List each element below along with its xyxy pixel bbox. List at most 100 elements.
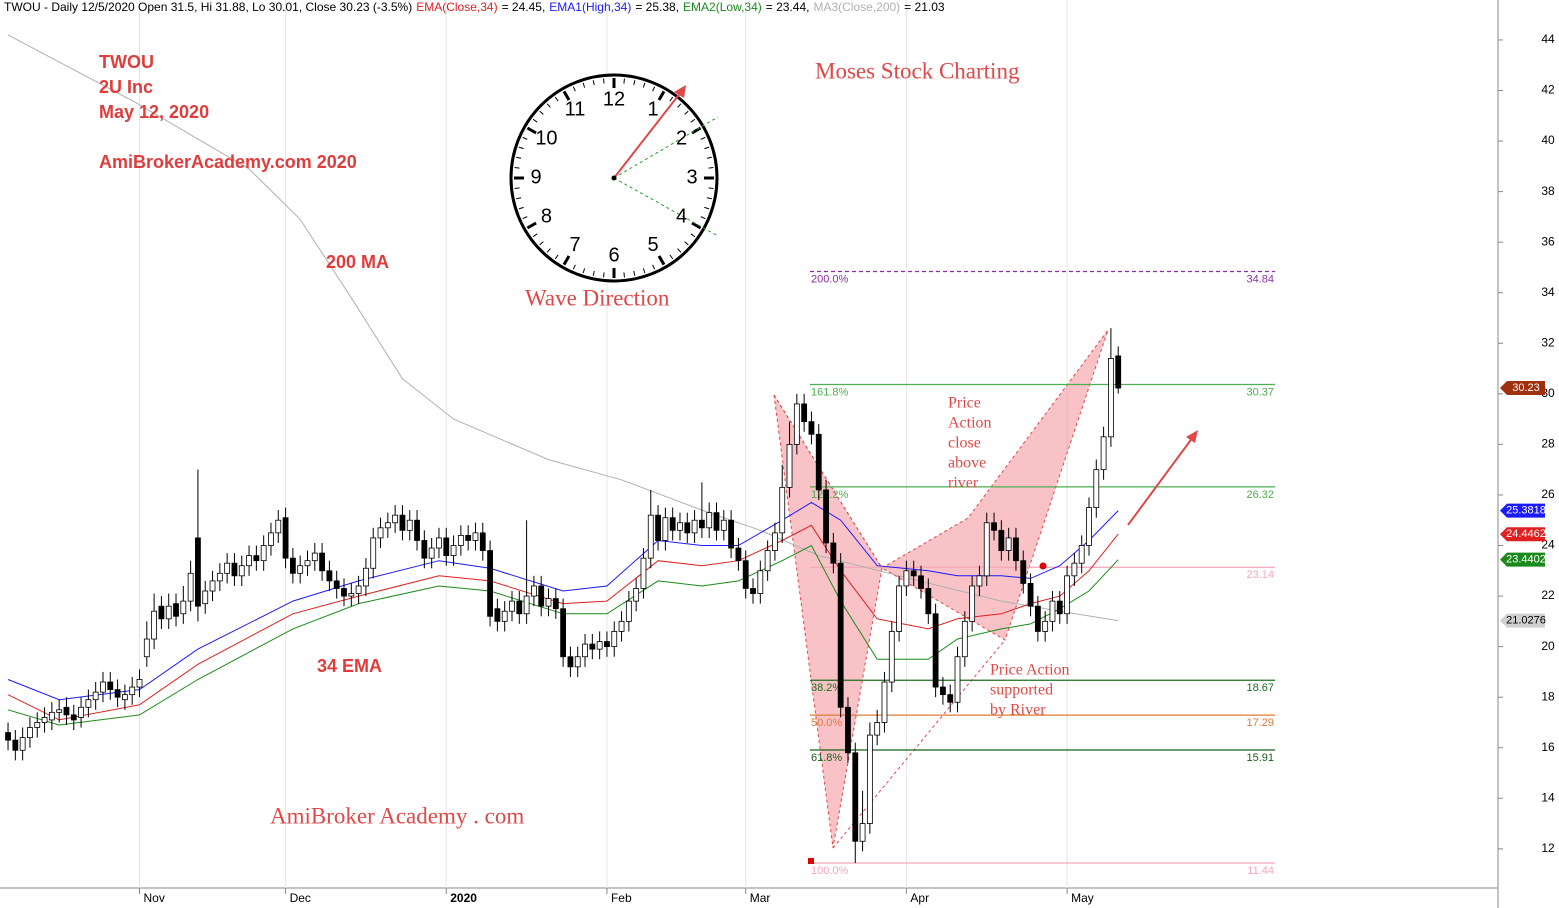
candle-body xyxy=(801,403,808,423)
clock-number: 10 xyxy=(535,127,557,149)
signal-marker xyxy=(1039,562,1047,570)
candle-body xyxy=(56,709,63,713)
clock-caption: Wave Direction xyxy=(525,285,670,310)
candle-body xyxy=(706,512,713,529)
clock-guide xyxy=(613,177,719,237)
clock-tick xyxy=(518,206,524,210)
clock-number: 8 xyxy=(541,205,552,227)
y-tick-label: 16 xyxy=(1541,740,1555,754)
clock-tick xyxy=(690,118,696,123)
candle-body xyxy=(12,739,19,751)
candle-body xyxy=(633,588,640,602)
clock-tick xyxy=(652,86,656,92)
fib-pct-label: 161.8% xyxy=(811,386,849,398)
candle-body xyxy=(92,691,99,701)
y-tick-label: 34 xyxy=(1541,285,1555,299)
harmonic-pattern xyxy=(773,329,1109,849)
header-part: EMA2(Low,34) xyxy=(683,0,762,14)
candle-body xyxy=(428,547,435,559)
candle-body xyxy=(852,752,859,842)
clock-tick xyxy=(657,255,666,266)
ticker: TWOU xyxy=(99,52,154,72)
x-tick-label: Nov xyxy=(144,891,165,905)
clock-number: 9 xyxy=(530,166,541,188)
indicator-line xyxy=(7,524,1119,721)
candle-body xyxy=(231,562,238,577)
clock-tick xyxy=(706,197,712,200)
candle-body xyxy=(100,681,106,693)
candle-body xyxy=(180,600,187,615)
candle-body xyxy=(830,542,837,564)
candle-body xyxy=(728,519,735,549)
candle-body xyxy=(969,585,976,622)
candle-body xyxy=(764,550,771,572)
candle-body xyxy=(669,517,676,531)
company: 2U Inc xyxy=(99,77,153,97)
candle-body xyxy=(275,519,282,534)
price-label: 24.4462 xyxy=(1506,528,1546,540)
candle-body xyxy=(224,562,231,574)
candle-body xyxy=(1027,583,1034,607)
clock-number: 4 xyxy=(676,205,687,227)
candle-body xyxy=(136,679,143,688)
candle-body xyxy=(143,638,150,658)
candle-body xyxy=(41,717,48,723)
candle-body xyxy=(216,572,223,582)
clock-tick xyxy=(562,255,571,266)
clock-number: 12 xyxy=(603,88,625,110)
fib-pct-label: 61.8% xyxy=(811,752,842,764)
clock-tick xyxy=(623,272,625,278)
y-tick-label: 14 xyxy=(1541,790,1555,804)
price-label-box xyxy=(1500,381,1545,396)
clock-number: 11 xyxy=(565,99,586,121)
price-label-box xyxy=(1500,503,1545,518)
clock: 12 12 3 45 6 789 10 11 xyxy=(509,73,719,283)
clock-tick xyxy=(572,264,576,270)
candle-body xyxy=(757,570,764,594)
clock-tick xyxy=(708,167,714,169)
candle-body xyxy=(998,529,1005,551)
candle-body xyxy=(815,433,822,491)
candle-body xyxy=(173,603,179,617)
candle-body xyxy=(457,534,464,546)
y-tick-label: 18 xyxy=(1541,689,1555,703)
candle-body xyxy=(363,567,369,587)
candle-body xyxy=(786,443,793,488)
candle-body xyxy=(545,598,552,607)
candle-body xyxy=(655,514,661,541)
fib-pct-label: 127.2% xyxy=(811,489,849,501)
candle-body xyxy=(940,686,946,696)
x-tick-label: Dec xyxy=(290,891,311,905)
indicator-line xyxy=(7,34,1119,622)
candle-body xyxy=(647,514,654,559)
candle-body xyxy=(954,656,961,703)
candle-body xyxy=(63,706,70,716)
arrow-head xyxy=(1186,430,1198,443)
candle-body xyxy=(107,681,114,690)
candle-body xyxy=(516,600,523,615)
candle-body xyxy=(662,517,669,541)
y-tick-label: 28 xyxy=(1541,437,1555,451)
candle-body xyxy=(70,714,77,721)
y-tick-label: 12 xyxy=(1541,841,1555,855)
candle-body xyxy=(19,737,26,751)
candle-body xyxy=(523,595,530,615)
candle-body xyxy=(268,532,274,546)
candle-body xyxy=(304,560,311,567)
clock-tick xyxy=(532,233,538,238)
candle-body xyxy=(151,610,158,640)
clock-tick xyxy=(592,270,595,276)
clock-tick xyxy=(684,110,689,115)
clock-tick xyxy=(677,103,682,108)
candle-body xyxy=(808,421,815,435)
clock-number: 7 xyxy=(569,234,580,256)
indicator-line xyxy=(7,501,1119,701)
clock-tick xyxy=(704,206,710,210)
candle-body xyxy=(918,575,924,589)
candle-body xyxy=(961,620,968,658)
candle-body xyxy=(326,570,333,582)
candle-body xyxy=(209,580,216,592)
candle-body xyxy=(333,580,340,589)
candles xyxy=(5,328,1122,864)
header-part: EMA1(High,34) xyxy=(549,0,631,14)
